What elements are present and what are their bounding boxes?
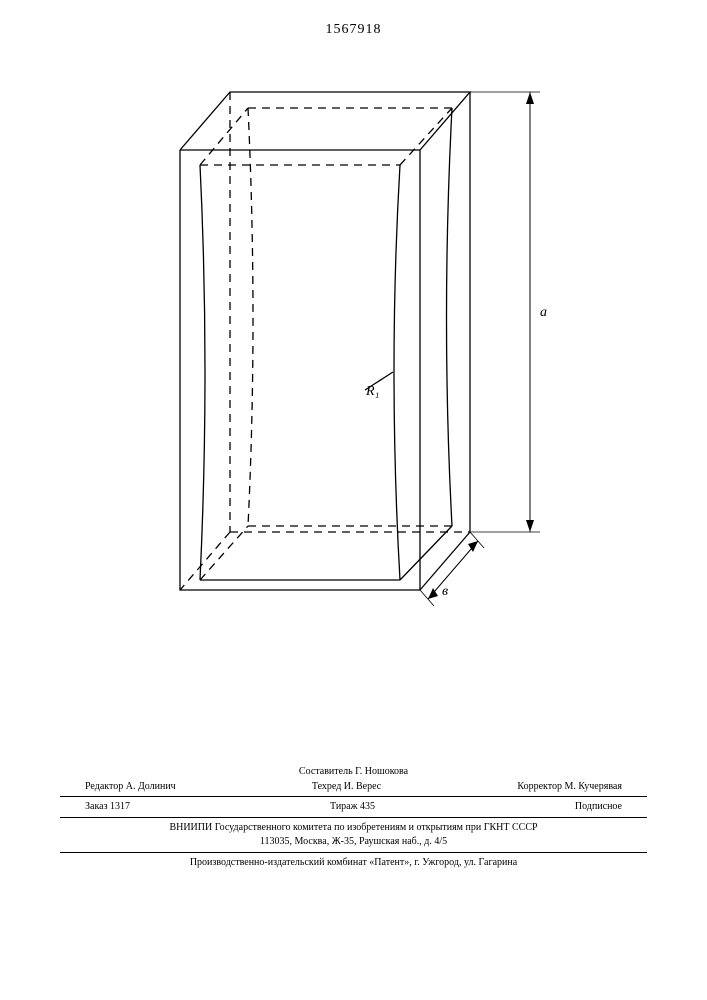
org-line: ВНИИПИ Государственного комитета по изоб… — [0, 821, 707, 835]
tech-editor: Техред И. Верес — [312, 780, 381, 794]
technical-figure: R₁ a в — [120, 90, 600, 680]
signed: Подписное — [575, 800, 622, 814]
compiler: Составитель Г. Ношокова — [0, 765, 707, 779]
addr-line: 113035, Москва, Ж-35, Раушская наб., д. … — [0, 835, 707, 849]
imprint-footer: Составитель Г. Ношокова Редактор А. Доли… — [0, 764, 707, 870]
press-line: Производственно-издательский комбинат «П… — [0, 856, 707, 870]
label-width: в — [442, 584, 448, 600]
corrector: Корректор М. Кучерявая — [517, 780, 622, 794]
label-height: a — [540, 305, 547, 321]
label-radius: R₁ — [366, 384, 379, 400]
tirage: Тираж 435 — [330, 800, 375, 814]
order-no: Заказ 1317 — [85, 800, 130, 814]
page-number: 1567918 — [0, 22, 707, 38]
editor: Редактор А. Долинич — [85, 780, 176, 794]
